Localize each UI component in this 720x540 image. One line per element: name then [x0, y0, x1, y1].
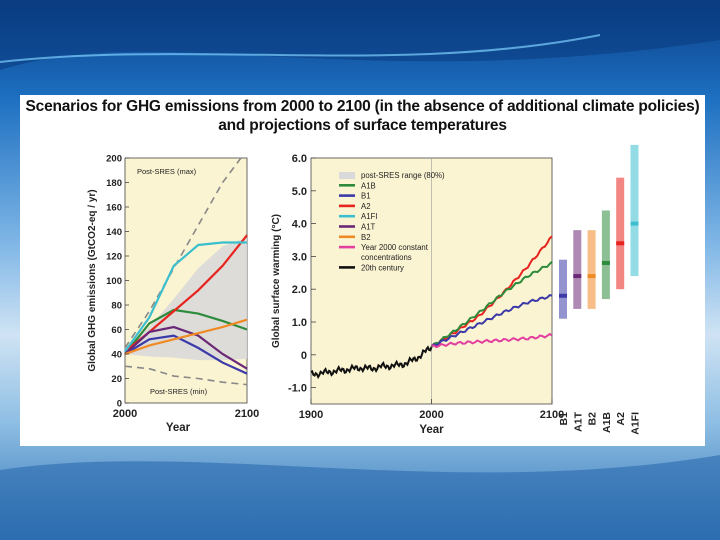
legend-label: Year 2000 constant: [361, 243, 429, 252]
legend-label: A1FI: [361, 212, 377, 221]
emissions-y-tick-label: 180: [106, 178, 122, 189]
range-bar-best-b1: [559, 293, 567, 298]
emissions-y-tick-label: 200: [106, 154, 122, 165]
legend-label: post-SRES range (80%): [361, 171, 445, 180]
legend-label: 20th century: [361, 263, 404, 272]
emissions-y-tick-label: 140: [106, 227, 122, 238]
temperature-x-tick-label: 2000: [419, 409, 443, 421]
range-bar-best-a1b: [601, 260, 610, 265]
emissions-series-a1t: [124, 325, 248, 370]
temperature-y-tick-label: 2.0: [292, 284, 307, 296]
range-bar-a1fi: [630, 144, 639, 277]
range-bar-a1t: [573, 230, 582, 309]
figure-panel: Scenarios for GHG emissions from 2000 to…: [20, 95, 705, 446]
range-bar-label-b2: B2: [587, 412, 599, 426]
temperature-series-year-2000-constant-concentrations: [431, 332, 553, 349]
emissions-y-axis-label: Global GHG emissions (GtCO2-eq / yr): [87, 189, 98, 371]
legend-label: B2: [361, 233, 371, 242]
temperature-y-tick-label: 0: [301, 350, 307, 362]
emissions-series-a1b: [124, 308, 248, 355]
temperature-y-tick-label: 3.0: [292, 251, 307, 263]
legend-label: A2: [361, 202, 371, 211]
range-bar-label-b1: B1: [558, 412, 570, 426]
temperature-x-axis-label: Year: [419, 424, 444, 436]
figure-title-line1: Scenarios for GHG emissions from 2000 to…: [25, 98, 700, 115]
emissions-x-axis-label: Year: [166, 422, 191, 434]
range-bar-label-a1b: A1B: [601, 412, 613, 433]
range-bar-a1b: [601, 210, 610, 300]
figure-title: Scenarios for GHG emissions from 2000 to…: [20, 97, 705, 135]
emissions-annotation-min: Post-SRES (min): [150, 387, 208, 396]
emissions-y-tick-label: 160: [106, 203, 122, 214]
figure-title-line2: and projections of surface temperatures: [218, 117, 507, 134]
emissions-series-a1fi: [124, 241, 247, 353]
temperature-y-tick-label: 4.0: [292, 219, 307, 231]
temperature-x-tick-label: 2100: [540, 409, 564, 421]
temperature-y-tick-label: -1.0: [288, 383, 307, 395]
legend-label: concentrations: [361, 253, 412, 262]
charts-svg: 0 20 40 60 80 100 120 140 160 180 200 2000 2100 Year G…: [87, 144, 642, 436]
range-bar-label-a2: A2: [615, 412, 627, 426]
range-bar-label-a1fi: A1FI: [630, 412, 642, 435]
temperature-series-20th-century: [310, 345, 433, 380]
emissions-series-b2: [124, 318, 248, 356]
emissions-series-b1: [124, 334, 248, 375]
temperature-y-axis-label: Global surface warming (°C): [271, 214, 282, 348]
range-bar-a2: [616, 177, 625, 290]
emissions-annotation-max: Post-SRES (max): [137, 167, 197, 176]
emissions-y-tick-label: 120: [106, 252, 122, 263]
temperature-x-tick-label: 1900: [299, 409, 323, 421]
range-bar-best-a1t: [573, 274, 582, 279]
emissions-x-tick-label: 2000: [113, 408, 137, 420]
temperature-y-tick-label: 6.0: [292, 153, 307, 165]
temperature-y-tick-label: 5.0: [292, 186, 307, 198]
range-bar-best-a2: [616, 241, 625, 246]
emissions-y-tick-label: 20: [111, 374, 122, 385]
emissions-y-tick-label: 40: [111, 350, 122, 361]
range-bar-best-a1fi: [630, 221, 639, 226]
legend-label: B1: [361, 192, 371, 201]
emissions-y-tick-label: 0: [117, 399, 122, 410]
range-bar-label-a1t: A1T: [572, 411, 584, 431]
emissions-y-tick-label: 60: [111, 325, 122, 336]
range-bar-b1: [559, 259, 567, 319]
legend-swatch-range: [339, 172, 355, 179]
temperature-y-tick-label: 1.0: [292, 317, 307, 329]
legend-label: A1T: [361, 223, 376, 232]
temperature-series-b1: [430, 294, 553, 347]
legend-label: A1B: [361, 181, 376, 190]
emissions-y-tick-label: 100: [106, 276, 122, 287]
emissions-max-dashed-line: [124, 157, 242, 349]
range-bar-b2: [587, 230, 596, 309]
emissions-min-dashed-line: [124, 365, 248, 386]
emissions-y-tick-label: 80: [111, 301, 122, 312]
temperature-series-a1b: [430, 260, 553, 348]
range-bar-best-b2: [587, 274, 596, 279]
emissions-x-tick-label: 2100: [235, 408, 259, 420]
